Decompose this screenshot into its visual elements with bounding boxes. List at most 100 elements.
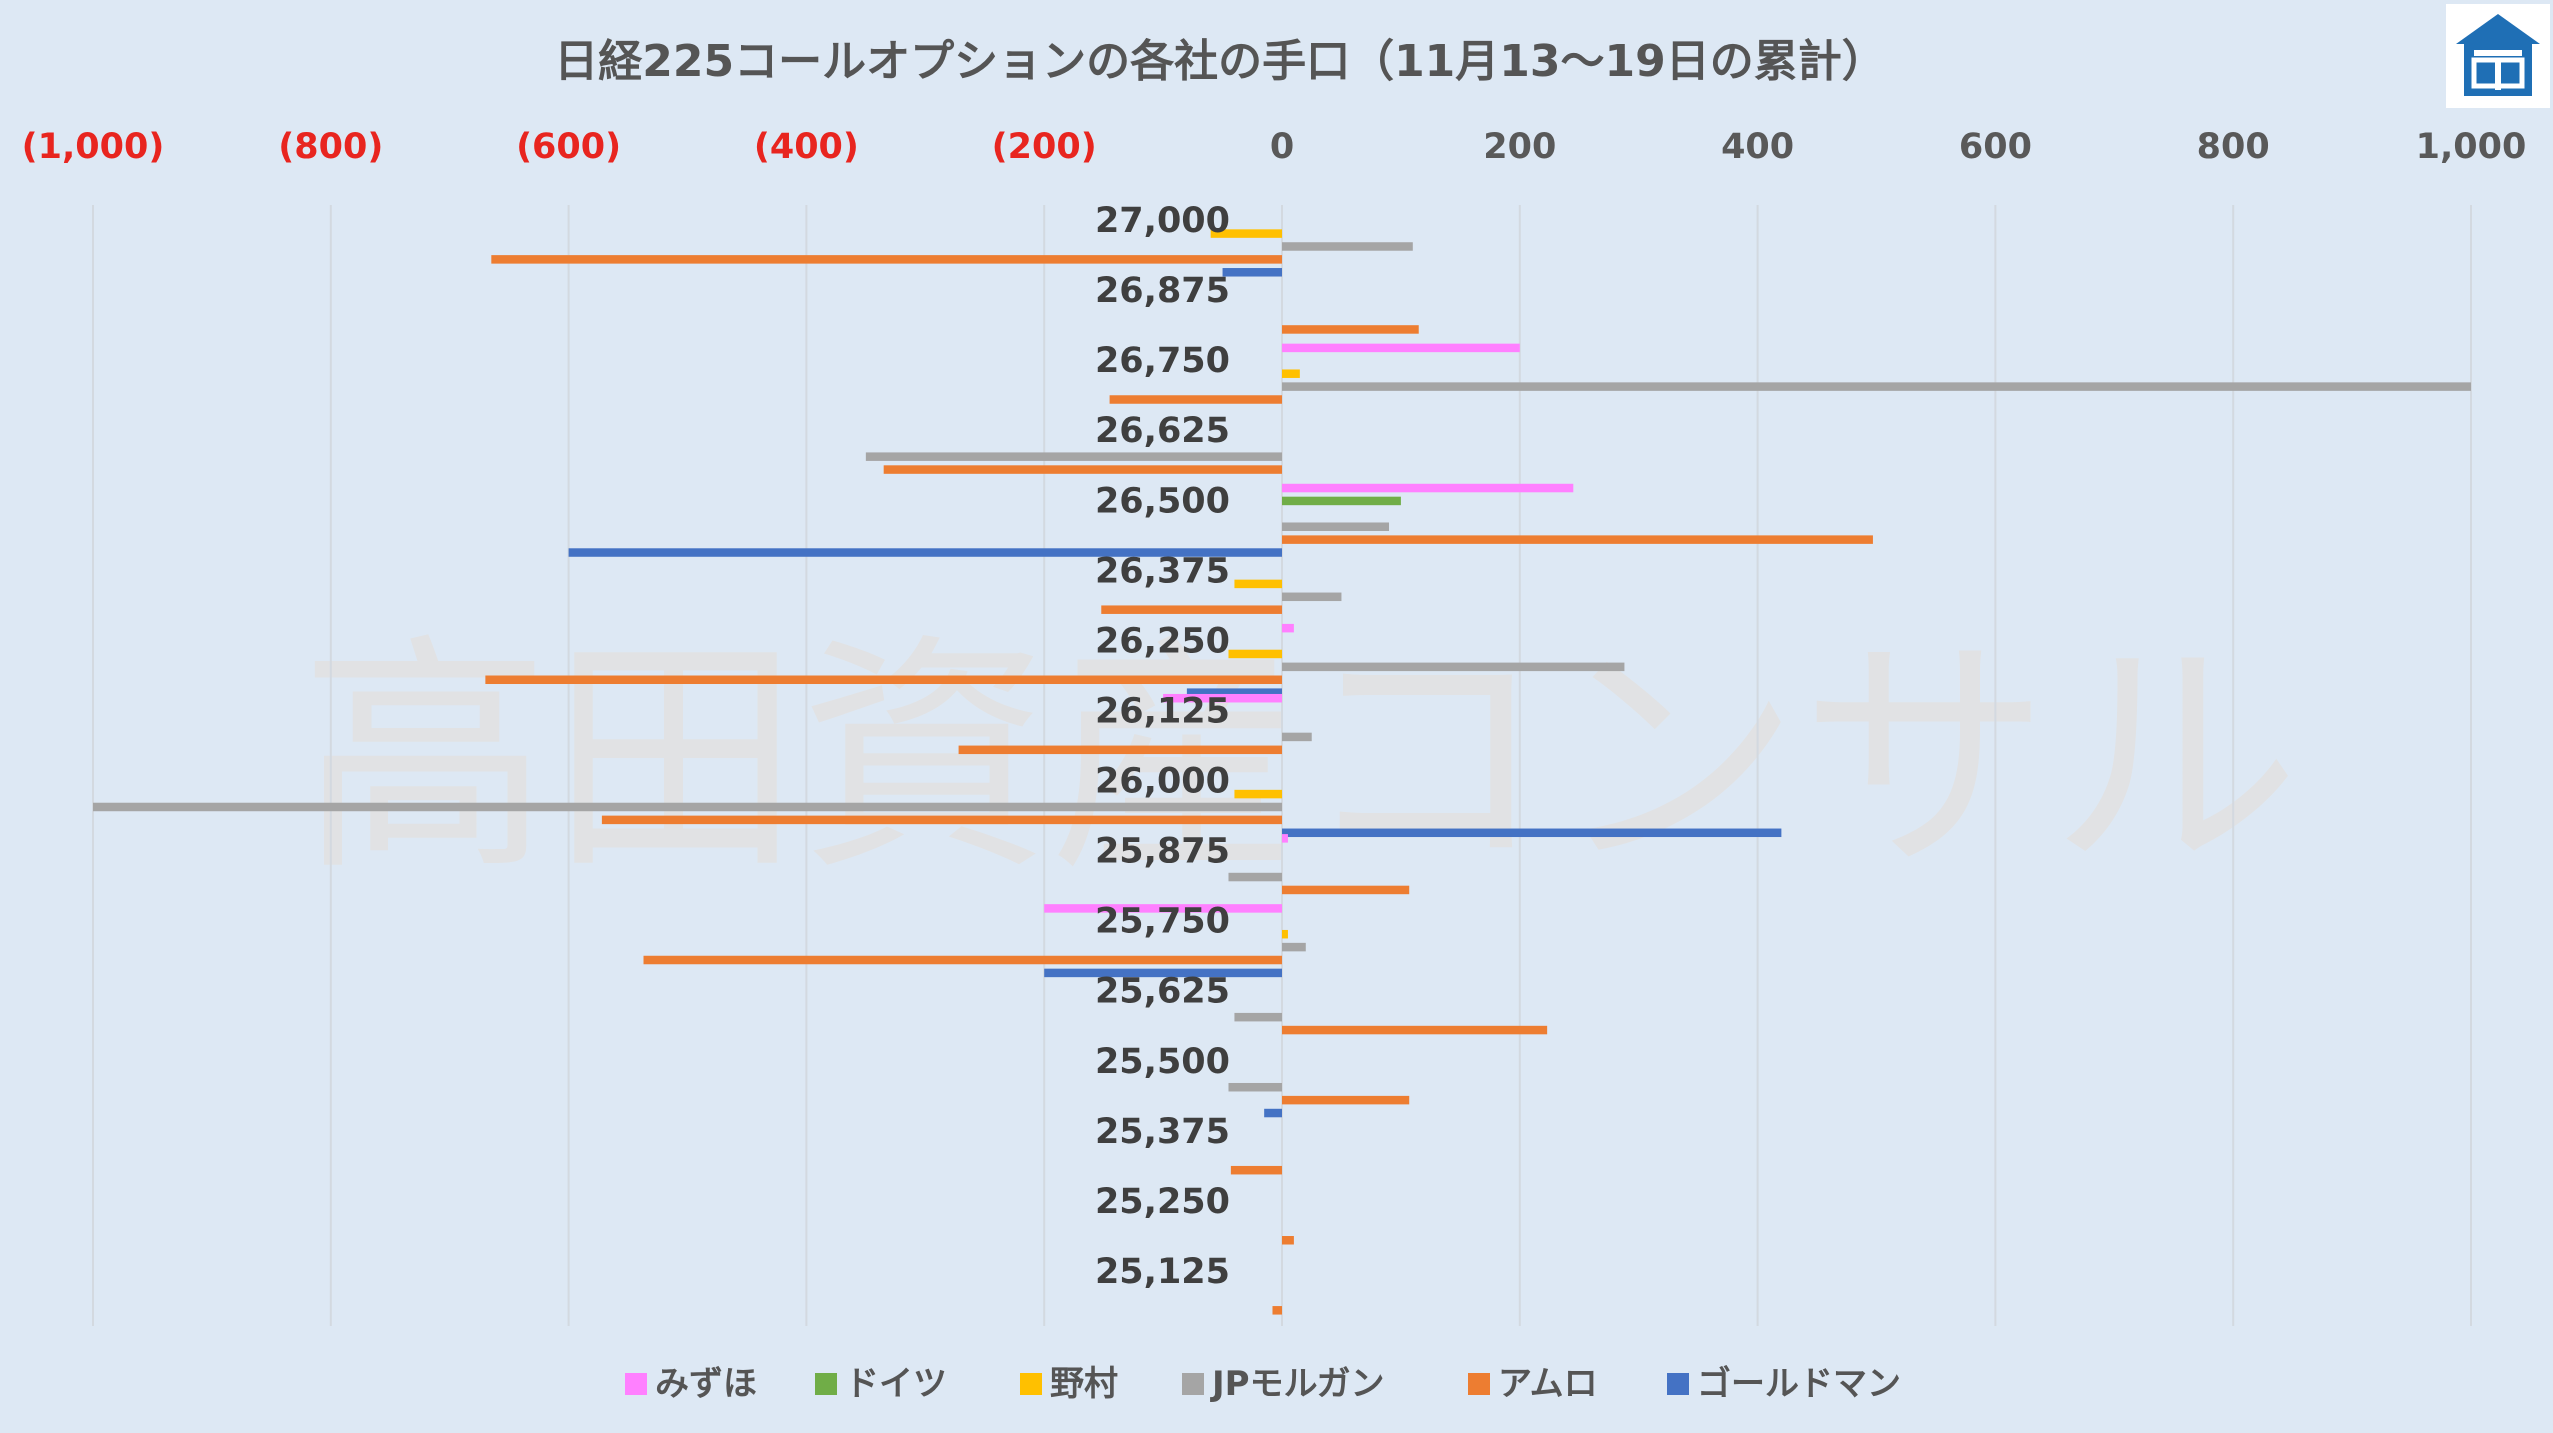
- bar: [568, 548, 1282, 557]
- legend: みずほ ドイツ 野村 JPモルガン アムロ ゴールドマン: [625, 1364, 1901, 1404]
- category-label: 26,000: [1095, 762, 1230, 802]
- bar: [1272, 1306, 1282, 1315]
- legend-label: ゴールドマン: [1697, 1364, 1901, 1404]
- bar: [1228, 1082, 1282, 1092]
- bar: [1282, 929, 1288, 939]
- x-tick-label: 0: [1270, 127, 1294, 167]
- bars: [93, 229, 2471, 1315]
- watermark: 高田資産コンサル: [300, 613, 2300, 904]
- chart-title: 日経225コールオプションの各社の手口（11月13〜19日の累計）: [554, 36, 1886, 87]
- x-tick-label: (1,000): [22, 127, 165, 167]
- category-label: 25,625: [1095, 972, 1230, 1012]
- legend-item: ゴールドマン: [1667, 1364, 1901, 1404]
- legend-swatch: [1020, 1373, 1042, 1395]
- bar: [883, 465, 1282, 474]
- bar: [1234, 789, 1282, 799]
- x-tick-label: (200): [992, 127, 1097, 167]
- legend-label: 野村: [1050, 1364, 1118, 1404]
- x-axis-ticks: (1,000) (800) (600) (400) (200) 0 200 400 600 800…: [22, 127, 2527, 167]
- category-label: 26,625: [1095, 411, 1230, 451]
- category-label: 25,375: [1095, 1112, 1230, 1152]
- bar: [1264, 1108, 1282, 1118]
- legend-label: みずほ: [655, 1364, 757, 1404]
- bar: [1282, 828, 1782, 838]
- bar: [1163, 693, 1282, 703]
- legend-swatch: [1667, 1373, 1689, 1395]
- bar: [1282, 1095, 1410, 1105]
- bar: [1282, 662, 1625, 672]
- bar: [1282, 343, 1520, 353]
- bar: [1282, 522, 1390, 531]
- category-label: 26,500: [1095, 481, 1230, 521]
- x-tick-label: 800: [2197, 127, 2270, 167]
- category-label: 26,375: [1095, 551, 1230, 591]
- bar: [1230, 1165, 1282, 1175]
- category-label: 25,125: [1095, 1252, 1230, 1292]
- bar: [1228, 649, 1282, 659]
- legend-label: ドイツ: [845, 1364, 947, 1404]
- bar: [491, 255, 1282, 264]
- legend-swatch: [1468, 1373, 1490, 1395]
- bar: [865, 452, 1282, 461]
- x-tick-label: 1,000: [2416, 127, 2527, 167]
- legend-item: アムロ: [1468, 1364, 1598, 1404]
- legend-swatch: [815, 1373, 837, 1395]
- bar: [1186, 688, 1282, 697]
- bar: [1282, 369, 1300, 378]
- legend-item: ドイツ: [815, 1364, 947, 1404]
- category-label: 25,500: [1095, 1042, 1230, 1082]
- bar: [1282, 535, 1873, 544]
- legend-swatch: [1182, 1373, 1204, 1395]
- category-label: 25,750: [1095, 902, 1230, 942]
- bar: [1044, 968, 1282, 978]
- bar: [1044, 904, 1282, 913]
- category-label: 27,000: [1095, 201, 1230, 241]
- bar: [1282, 942, 1306, 952]
- bar: [1234, 579, 1282, 589]
- legend-item: JPモルガン: [1182, 1364, 1385, 1404]
- bar: [958, 745, 1282, 755]
- bar: [1282, 325, 1419, 334]
- category-label: 25,875: [1095, 832, 1230, 872]
- bar: [1282, 1236, 1294, 1245]
- x-tick-label: (400): [754, 127, 859, 167]
- bar: [1282, 592, 1342, 602]
- legend-label: アムロ: [1498, 1364, 1598, 1404]
- category-label: 26,125: [1095, 691, 1230, 731]
- bar: [1282, 496, 1401, 506]
- bar: [1109, 395, 1282, 404]
- bar: [1210, 229, 1282, 238]
- legend-label: JPモルガン: [1210, 1364, 1385, 1404]
- bar: [1282, 834, 1288, 843]
- bar: [93, 802, 1282, 812]
- x-tick-label: 200: [1483, 127, 1556, 167]
- bar: [1234, 1012, 1282, 1022]
- bar: [601, 815, 1282, 825]
- bar: [1282, 732, 1312, 742]
- bar: [1101, 605, 1282, 614]
- takata-logo: [2446, 4, 2550, 108]
- x-tick-label: (600): [516, 127, 621, 167]
- gridlines: [92, 205, 2472, 1326]
- bar: [1228, 872, 1282, 882]
- bar: [1222, 268, 1282, 277]
- x-tick-label: (800): [278, 127, 383, 167]
- category-label: 25,250: [1095, 1182, 1230, 1222]
- legend-item: みずほ: [625, 1364, 757, 1404]
- bar: [1282, 382, 2471, 391]
- legend-swatch: [625, 1373, 647, 1395]
- x-tick-label: 600: [1959, 127, 2032, 167]
- bar: [1282, 885, 1410, 895]
- category-label: 26,250: [1095, 621, 1230, 661]
- bar: [1282, 242, 1413, 251]
- category-label: 26,750: [1095, 341, 1230, 381]
- bar: [485, 675, 1282, 685]
- x-tick-label: 400: [1721, 127, 1794, 167]
- legend-item: 野村: [1020, 1364, 1118, 1404]
- bar: [1282, 623, 1294, 633]
- bar: [1282, 483, 1574, 493]
- bar: [1282, 1025, 1548, 1035]
- category-label: 26,875: [1095, 271, 1230, 311]
